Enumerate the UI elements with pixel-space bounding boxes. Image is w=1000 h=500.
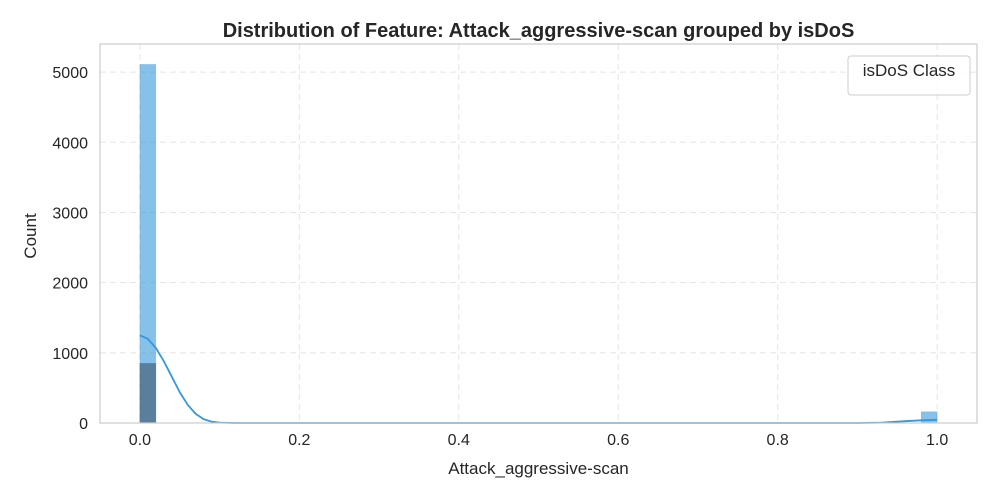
kde-curves <box>139 334 938 424</box>
histogram-bars <box>139 64 938 424</box>
y-tick-label: 4000 <box>52 135 88 152</box>
histogram-bar <box>920 411 938 424</box>
y-tick-label: 3000 <box>52 205 88 222</box>
y-tick-label: 0 <box>79 416 88 433</box>
x-tick-label: 1.0 <box>926 432 948 449</box>
legend-title: isDoS Class <box>863 61 956 80</box>
x-tick-label: 0.0 <box>129 432 151 449</box>
histogram-bar <box>139 363 157 424</box>
x-tick-label: 0.6 <box>607 432 629 449</box>
kde-line <box>139 334 938 424</box>
y-tick-label: 1000 <box>52 346 88 363</box>
plot-frame <box>99 43 978 424</box>
legend-box <box>847 55 971 96</box>
y-tick-label: 2000 <box>52 276 88 293</box>
x-axis-label: Attack_aggressive-scan <box>448 459 628 478</box>
legend: isDoS Class <box>847 55 971 96</box>
y-axis-ticks: 0 1000 2000 3000 4000 5000 <box>52 65 88 433</box>
x-tick-label: 0.4 <box>448 432 470 449</box>
x-tick-label: 0.2 <box>288 432 310 449</box>
chart-title: Distribution of Feature: Attack_aggressi… <box>223 20 855 42</box>
x-tick-label: 0.8 <box>767 432 789 449</box>
x-axis-ticks: 0.0 0.2 0.4 0.6 0.8 1.0 <box>129 432 949 449</box>
y-axis-label: Count <box>21 213 40 259</box>
y-tick-label: 5000 <box>52 65 88 82</box>
